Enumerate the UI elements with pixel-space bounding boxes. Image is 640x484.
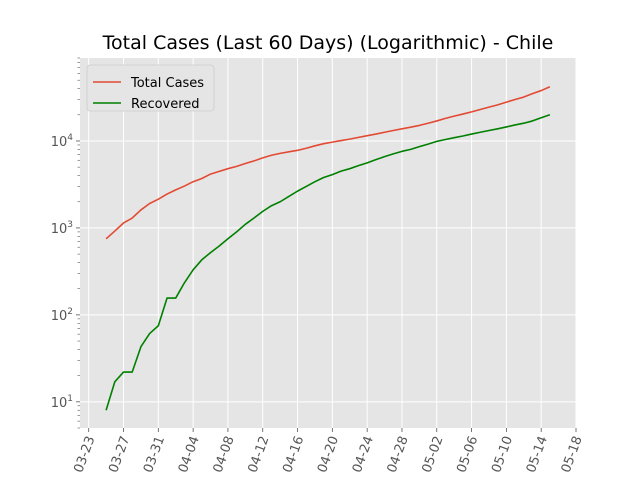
x-tick-label: 04-28 bbox=[385, 434, 412, 475]
x-tick-label: 04-08 bbox=[211, 434, 238, 475]
series-line-total-cases bbox=[105, 86, 551, 240]
y-tick-label: 104 bbox=[51, 133, 74, 150]
x-tick-label: 03-27 bbox=[106, 434, 133, 475]
x-tick-label: 04-16 bbox=[280, 434, 307, 475]
x-tick-label: 03-31 bbox=[141, 434, 168, 475]
y-tick-label: 102 bbox=[51, 307, 73, 324]
legend-label-recovered: Recovered bbox=[131, 97, 200, 112]
chart-title: Total Cases (Last 60 Days) (Logarithmic)… bbox=[102, 32, 554, 54]
x-tick-label: 04-04 bbox=[176, 434, 203, 475]
x-tick-label: 04-24 bbox=[350, 434, 377, 475]
x-tick-label: 05-18 bbox=[559, 434, 586, 475]
legend-box bbox=[86, 64, 215, 112]
y-tick-label: 101 bbox=[51, 394, 73, 411]
gridlines bbox=[80, 58, 577, 428]
x-tick-label: 04-12 bbox=[245, 434, 272, 475]
legend: Total Cases Recovered bbox=[86, 64, 215, 112]
series-line-recovered bbox=[105, 114, 551, 411]
y-tick-label: 103 bbox=[51, 220, 73, 237]
x-tick-label: 05-02 bbox=[420, 434, 447, 475]
x-tick-label: 03-23 bbox=[71, 434, 98, 475]
y-axis: 101 102 103 104 bbox=[51, 57, 80, 429]
legend-label-total-cases: Total Cases bbox=[130, 76, 204, 91]
x-tick-label: 05-06 bbox=[454, 434, 481, 475]
series-layer bbox=[105, 86, 551, 411]
plot-area bbox=[80, 58, 576, 428]
x-tick-label: 04-20 bbox=[315, 434, 342, 475]
x-tick-label: 05-14 bbox=[524, 434, 551, 475]
x-tick-label: 05-10 bbox=[489, 434, 516, 475]
x-axis: 03-23 03-27 03-31 04-04 04-08 04-12 04-16 04-20… bbox=[71, 428, 586, 475]
